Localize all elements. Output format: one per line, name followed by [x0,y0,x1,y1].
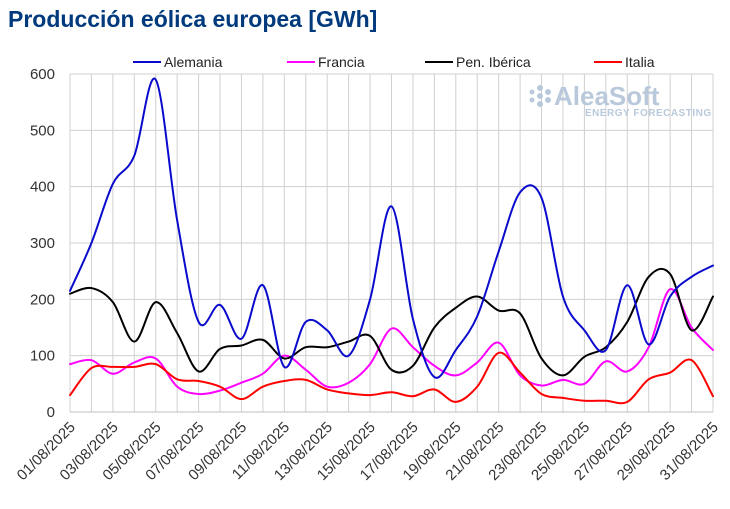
y-tick-label: 400 [30,179,55,196]
watermark-main: AleaSoft [554,81,660,111]
y-tick-label: 0 [47,404,55,421]
y-tick-label: 300 [30,235,55,252]
watermark-sub: ENERGY FORECASTING [585,108,712,119]
y-tick-label: 100 [30,348,55,365]
legend-label-pen-iberica: Pen. Ibérica [456,54,531,70]
legend-label-francia: Francia [318,54,365,70]
series-lines [69,77,714,405]
series-line-alemania [69,77,714,379]
legend-label-alemania: Alemania [164,54,223,70]
series-line-francia [69,288,714,396]
y-tick-label: 200 [30,291,55,308]
y-tick-label: 500 [30,122,55,139]
grid [69,73,714,413]
aleasoft-logo-icon [529,85,551,107]
x-axis: 01/08/202503/08/202505/08/202507/08/2025… [14,411,722,484]
watermark-logo: AleaSoft ENERGY FORECASTING [529,81,712,119]
y-tick-label: 600 [30,66,55,83]
legend: Alemania Francia Pen. Ibérica Italia [133,54,655,70]
series-line-pen-iberica [69,267,714,377]
series-line-italia [69,351,714,405]
legend-label-italia: Italia [625,54,655,70]
y-axis: 0 100 200 300 400 500 600 [30,66,55,421]
chart-title: Producción eólica europea [GWh] [8,6,378,32]
